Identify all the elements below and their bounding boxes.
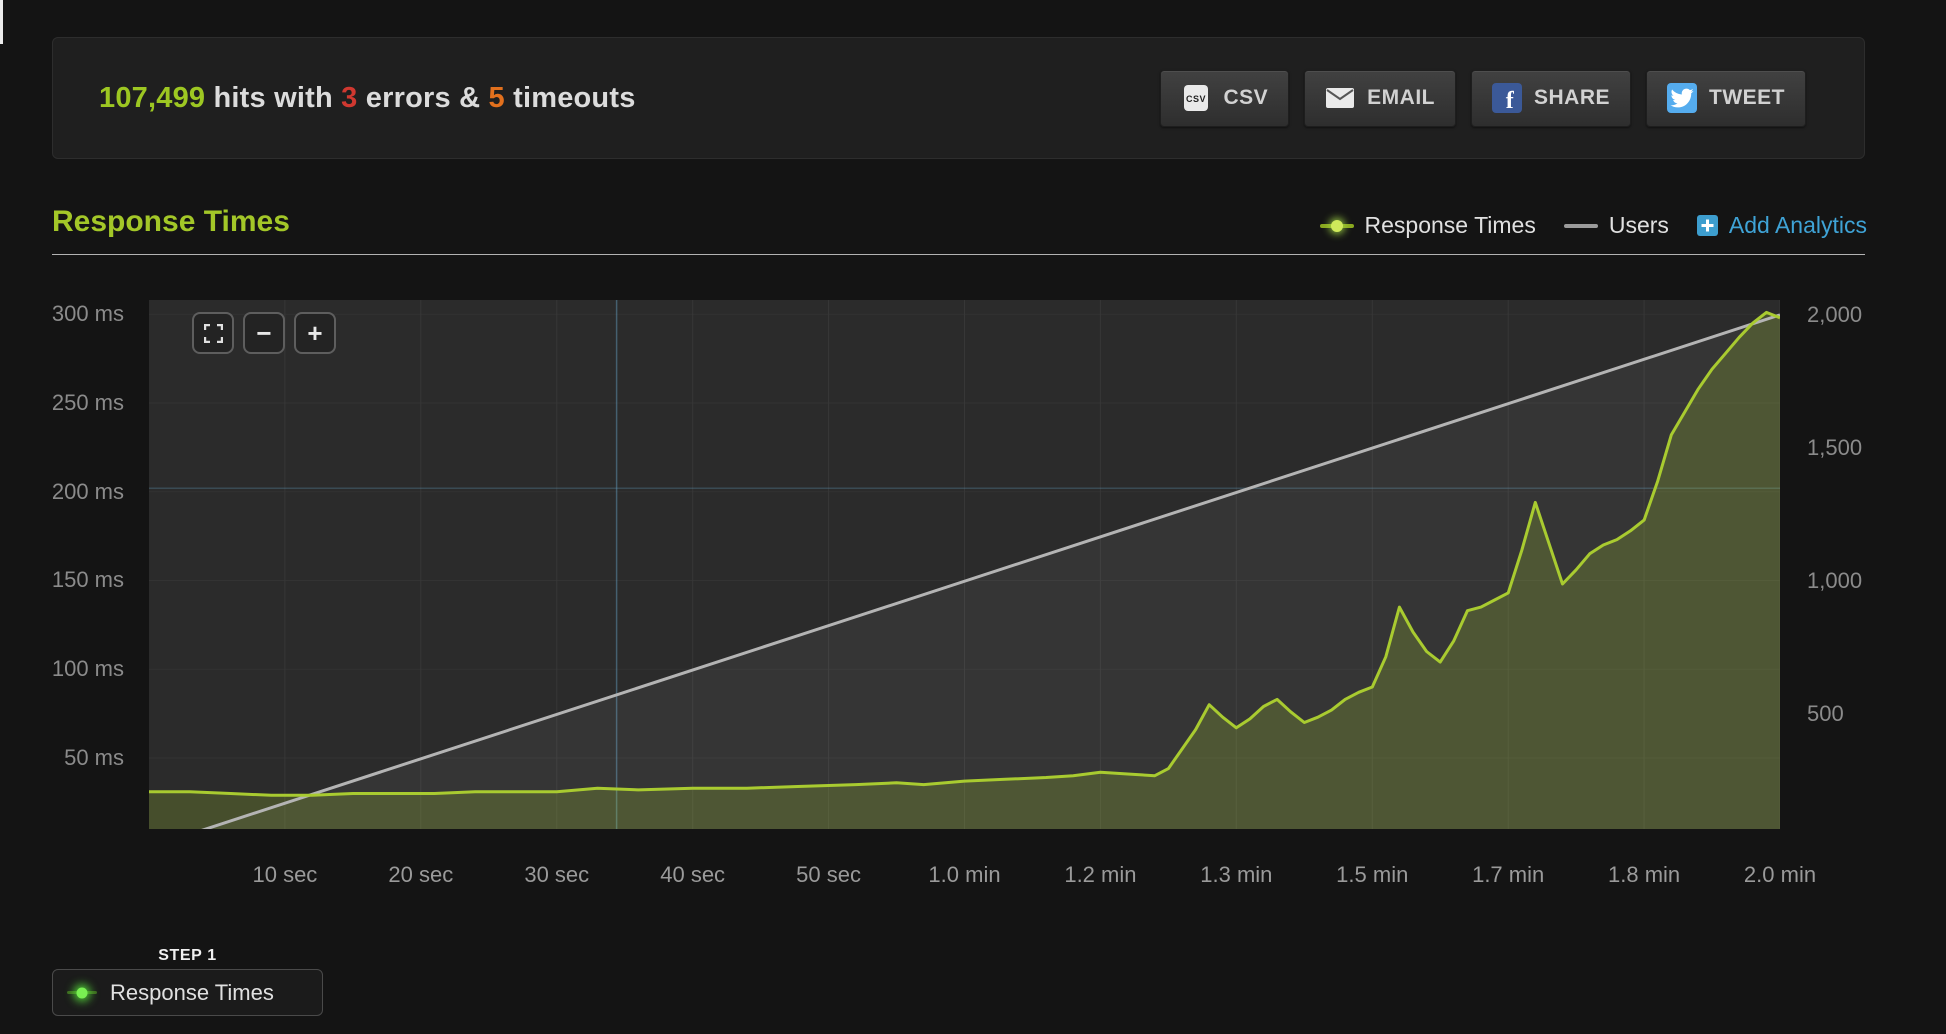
y-axis-left-label: 100 ms [51,656,124,682]
y-axis-right-label: 500 [1807,701,1844,727]
summary-text: 107,499 hits with 3 errors & 5 timeouts [99,82,636,115]
x-axis-label: 2.0 min [1743,862,1817,887]
response-line [149,310,1781,797]
svg-text:f: f [1506,88,1515,113]
tweet-button[interactable]: TWEET [1646,69,1806,127]
y-axis-left-label: 300 ms [51,301,124,327]
y-axis-left-label: 250 ms [51,389,124,415]
chart-legend: Response Times Users Add Analytics [1319,212,1867,239]
zoom-in-button[interactable]: + [294,312,336,354]
email-button[interactable]: EMAIL [1304,69,1456,127]
tweet-button-label: TWEET [1709,86,1785,109]
users-series-icon [1563,223,1598,228]
hits-label: hits with [213,81,333,114]
page-title: Response Times [52,205,290,238]
svg-text:CSV: CSV [1186,94,1206,104]
x-axis-label: 1.2 min [1064,862,1137,887]
hits-count: 107,499 [99,81,206,114]
y-axis-right-label: 1,000 [1807,568,1863,594]
envelope-icon [1325,87,1355,109]
step-tab-label: Response Times [110,979,274,1005]
response-area [149,312,1780,829]
x-axis-label: 1.8 min [1608,862,1681,887]
legend-item-users[interactable]: Users [1563,212,1669,239]
add-analytics-link[interactable]: Add Analytics [1696,212,1867,239]
section-divider [52,254,1865,255]
share-button[interactable]: f SHARE [1470,69,1631,127]
timeouts-count: 5 [488,81,505,114]
response-time-chart[interactable]: − + [148,300,1781,850]
legend-response-times-label: Response Times [1364,212,1536,238]
x-axis-label: 40 sec [660,862,726,887]
expand-icon [203,323,223,343]
export-toolbar: CSV CSV EMAIL f SHARE TWEET [1160,69,1806,127]
y-axis-left-label: 200 ms [51,478,124,504]
y-axis-left-label: 150 ms [51,567,124,593]
twitter-icon [1667,83,1697,113]
y-axis-right-label: 1,500 [1807,435,1863,461]
plus-icon: + [307,318,323,348]
pan-expand-button[interactable] [192,312,234,354]
errors-count: 3 [341,81,358,114]
timeouts-label: timeouts [513,81,636,114]
legend-item-response-times[interactable]: Response Times [1319,212,1536,239]
x-axis-label: 1.5 min [1336,862,1409,887]
email-button-label: EMAIL [1367,86,1435,109]
legend-users-label: Users [1608,212,1669,238]
step-series-icon [67,987,97,998]
x-axis-label: 10 sec [252,862,318,887]
csv-button[interactable]: CSV CSV [1160,69,1290,127]
errors-label: errors & [365,81,481,114]
y-axis-left-label: 50 ms [64,744,124,770]
x-axis-label: 30 sec [524,862,590,887]
add-analytics-label: Add Analytics [1728,212,1867,238]
chart-canvas[interactable] [148,300,1781,850]
summary-card: 107,499 hits with 3 errors & 5 timeouts … [52,37,1865,159]
facebook-icon: f [1491,83,1522,113]
step-tab-response-times[interactable]: Response Times [52,969,323,1016]
zoom-out-button[interactable]: − [243,312,285,354]
x-axis-label: 1.0 min [928,862,1001,887]
x-axis-label: 1.3 min [1200,862,1273,887]
window-edge-artifact [0,0,3,44]
users-area [149,314,1780,848]
x-axis-label: 1.7 min [1472,862,1545,887]
response-times-series-icon [1319,219,1354,232]
share-button-label: SHARE [1533,86,1610,109]
y-axis-right-label: 2,000 [1807,301,1863,327]
users-line [148,313,1781,850]
csv-file-icon: CSV [1181,83,1211,113]
chart-zoom-controls: − + [192,312,336,354]
x-axis-label: 50 sec [796,862,861,887]
x-axis-label: 20 sec [388,862,454,887]
add-plus-icon [1696,215,1718,236]
minus-icon: − [256,318,272,348]
csv-button-label: CSV [1223,86,1269,109]
step-number-label: STEP 1 [158,947,217,964]
